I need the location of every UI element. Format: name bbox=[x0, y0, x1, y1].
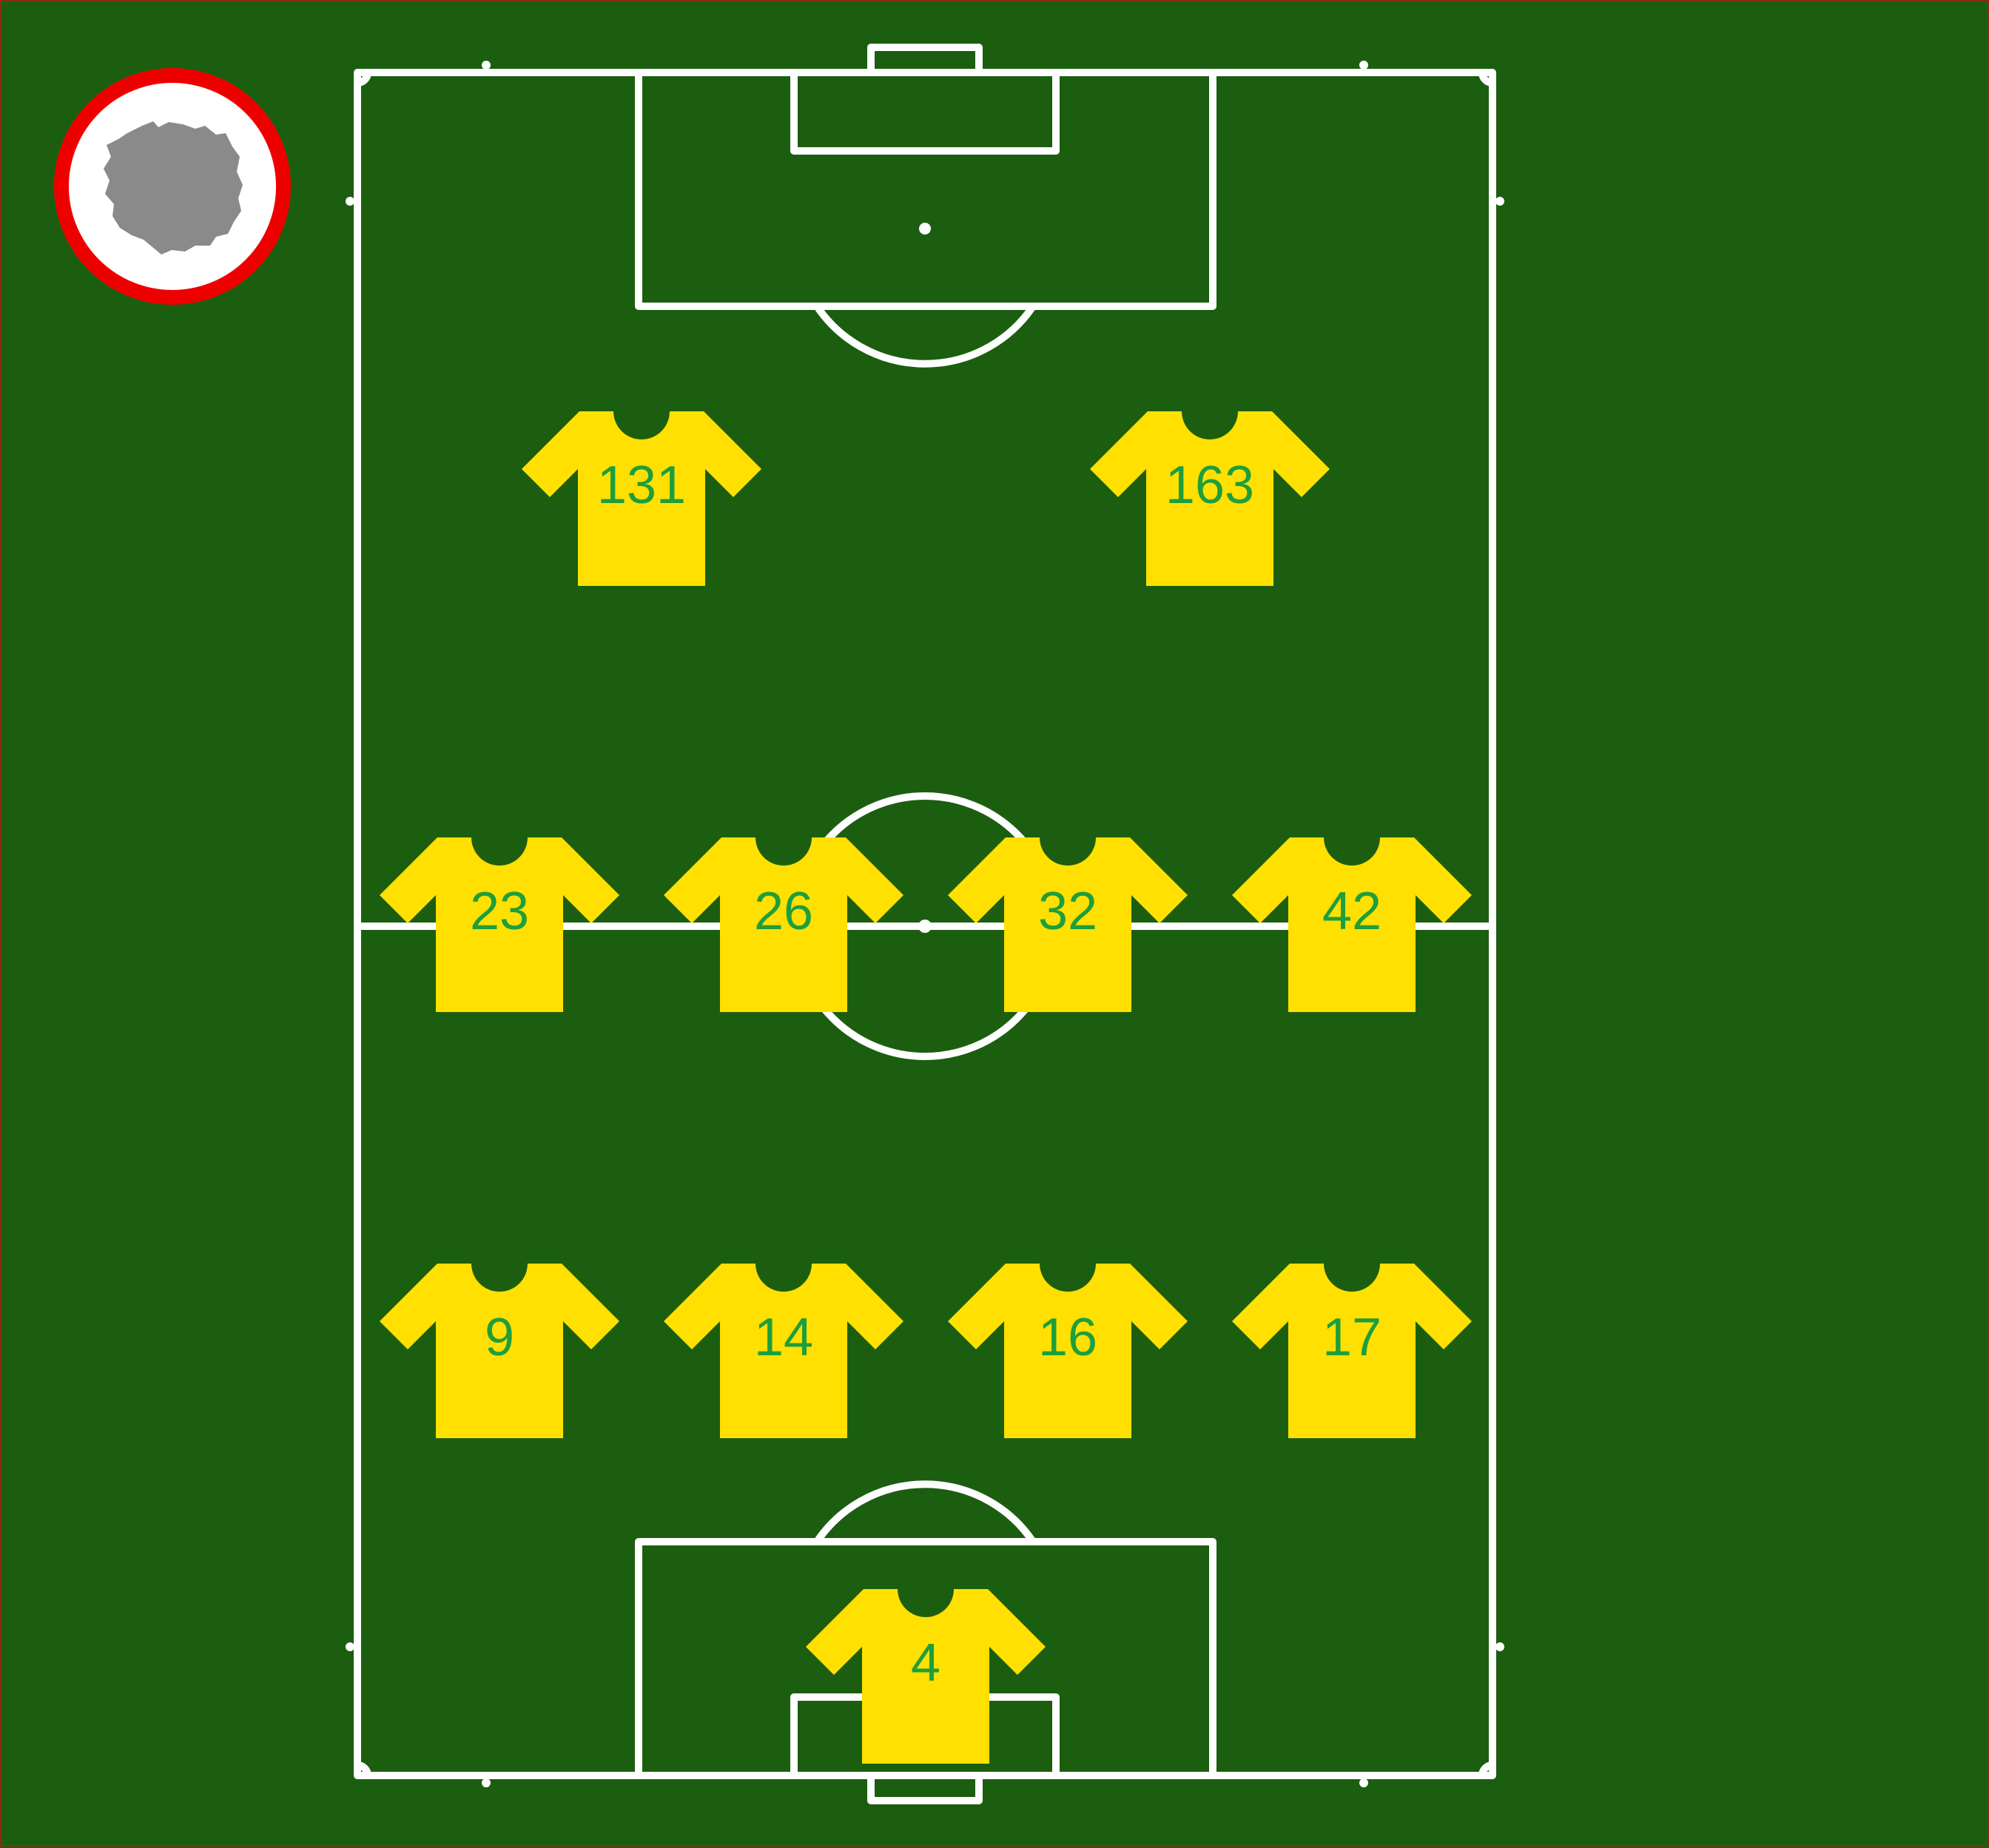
distance-mark bbox=[346, 1642, 354, 1651]
shirt-number: 16 bbox=[1038, 1308, 1097, 1367]
player-defence-3[interactable]: 16 bbox=[948, 1264, 1188, 1438]
distance-mark bbox=[1495, 197, 1504, 206]
shirt-number: 9 bbox=[485, 1308, 514, 1367]
shirt-number: 32 bbox=[1038, 882, 1097, 941]
player-defence-2[interactable]: 14 bbox=[664, 1264, 903, 1438]
jersey-icon bbox=[806, 1589, 1046, 1764]
distance-mark bbox=[1495, 1642, 1504, 1651]
team-badge bbox=[54, 68, 291, 305]
top-goal-area bbox=[790, 69, 1060, 155]
jersey-icon bbox=[1232, 837, 1472, 1012]
distance-mark bbox=[1359, 61, 1368, 70]
player-midfield-3[interactable]: 32 bbox=[948, 837, 1188, 1012]
corner-arc-top-left bbox=[354, 69, 371, 87]
jersey-icon bbox=[522, 411, 761, 586]
distance-mark bbox=[1359, 1778, 1368, 1787]
shirt-number: 14 bbox=[754, 1308, 813, 1367]
jersey-icon bbox=[380, 1264, 619, 1438]
jersey-icon bbox=[948, 1264, 1188, 1438]
shirt-number: 42 bbox=[1322, 882, 1381, 941]
jersey-icon bbox=[664, 1264, 903, 1438]
top-penalty-spot bbox=[919, 223, 931, 235]
player-forward-2[interactable]: 163 bbox=[1090, 411, 1330, 586]
distance-mark bbox=[346, 197, 354, 206]
shirt-number: 4 bbox=[911, 1633, 940, 1693]
player-defence-4[interactable]: 17 bbox=[1232, 1264, 1472, 1438]
player-shirts: 131 163 23 26 32 42 9 14 16 17 4 bbox=[380, 411, 1472, 1764]
bottom-goal bbox=[867, 1772, 983, 1804]
bottom-penalty-arc bbox=[813, 1480, 1037, 1545]
jersey-icon bbox=[380, 837, 619, 1012]
shirt-number: 163 bbox=[1165, 456, 1254, 515]
player-midfield-2[interactable]: 26 bbox=[664, 837, 903, 1012]
jersey-icon bbox=[1232, 1264, 1472, 1438]
shirt-number: 26 bbox=[754, 882, 813, 941]
shirt-number: 23 bbox=[470, 882, 529, 941]
shirt-number: 17 bbox=[1322, 1308, 1381, 1367]
corner-arc-top-right bbox=[1478, 69, 1496, 87]
top-goal bbox=[867, 44, 983, 76]
top-penalty-area bbox=[635, 69, 1216, 310]
club-crest-icon bbox=[104, 121, 243, 254]
player-midfield-4[interactable]: 42 bbox=[1232, 837, 1472, 1012]
player-midfield-1[interactable]: 23 bbox=[380, 837, 619, 1012]
jersey-icon bbox=[1090, 411, 1330, 586]
distance-mark bbox=[482, 61, 491, 70]
centre-spot bbox=[918, 920, 932, 933]
corner-arc-bottom-left bbox=[354, 1761, 371, 1779]
distance-mark bbox=[482, 1778, 491, 1787]
player-forward-1[interactable]: 131 bbox=[522, 411, 761, 586]
player-defence-1[interactable]: 9 bbox=[380, 1264, 619, 1438]
corner-arc-bottom-right bbox=[1478, 1761, 1496, 1779]
top-penalty-arc bbox=[813, 303, 1037, 368]
shirt-number: 131 bbox=[597, 456, 686, 515]
jersey-icon bbox=[948, 837, 1188, 1012]
jersey-icon bbox=[664, 837, 903, 1012]
player-goalkeeper-1[interactable]: 4 bbox=[806, 1589, 1046, 1764]
